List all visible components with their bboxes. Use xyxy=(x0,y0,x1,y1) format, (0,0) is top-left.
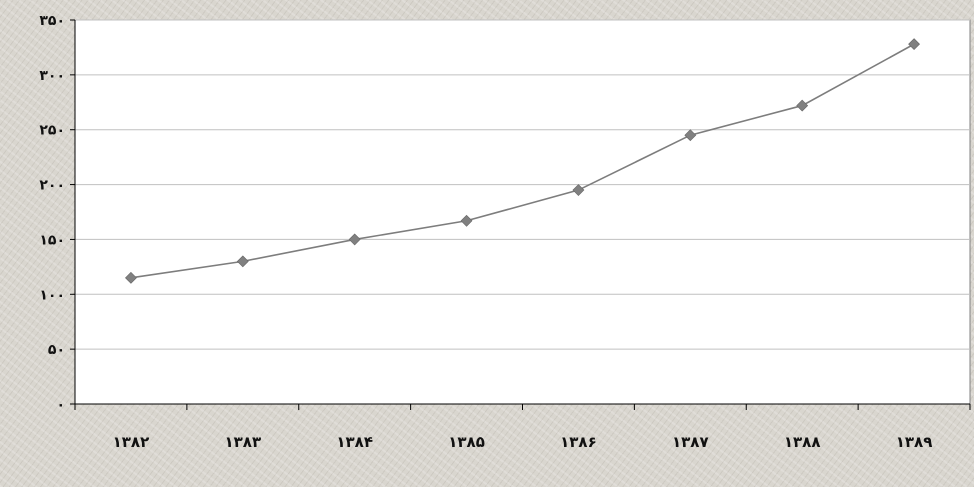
y-tick-label: ۳۵۰ xyxy=(39,13,65,29)
y-tick-label: ۲۵۰ xyxy=(39,123,65,139)
x-tick-label: ۱۳۸۲ xyxy=(113,433,150,451)
data-point-marker xyxy=(908,38,920,51)
series-layer xyxy=(125,38,920,284)
grid-layer xyxy=(74,19,971,405)
x-tick-label: ۱۳۸۴ xyxy=(336,433,373,451)
label-layer: ۰ ۵۰ ۱۰۰ ۱۵۰ ۲۰۰ ۲۵۰ ۳۰۰ ۳۵۰ ۱۳۸۲ ۱۳۸۳ ۱۳۸۴ ۱۳۸۵ ۱۳۸… xyxy=(39,13,932,451)
data-point-marker xyxy=(572,184,585,196)
x-tick-label: ۱۳۸۸ xyxy=(784,433,821,451)
data-point-marker xyxy=(236,255,249,268)
x-tick-label: ۱۳۸۳ xyxy=(225,433,262,451)
x-tick-label: ۱۳۸۹ xyxy=(896,433,933,451)
data-point-marker xyxy=(125,271,137,284)
data-point-marker xyxy=(684,129,697,142)
y-tick-label: ۱۰۰ xyxy=(39,287,65,303)
axis-layer xyxy=(70,19,971,410)
y-tick-label: ۲۰۰ xyxy=(39,178,65,194)
x-tick-label: ۱۳۸۷ xyxy=(672,433,709,451)
series-line xyxy=(130,43,915,279)
y-tick-label: ۵۰ xyxy=(48,342,65,358)
y-tick-label: ۱۵۰ xyxy=(39,232,65,248)
plot-area xyxy=(74,19,971,405)
data-point-marker xyxy=(796,99,809,112)
data-point-marker xyxy=(460,214,473,227)
x-tick-label: ۱۳۸۶ xyxy=(560,433,597,451)
x-tick-label: ۱۳۸۵ xyxy=(448,433,485,451)
y-tick-label: ۳۰۰ xyxy=(39,68,65,84)
y-tick-label: ۰ xyxy=(56,397,65,413)
data-point-marker xyxy=(348,233,361,246)
